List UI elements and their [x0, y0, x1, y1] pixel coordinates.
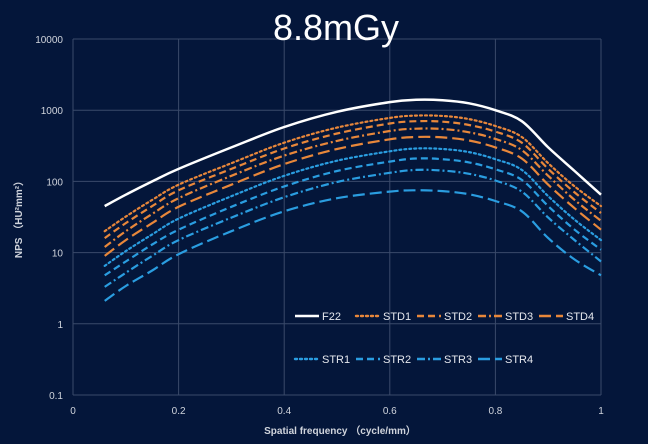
series-line-str1: [103, 147, 603, 267]
x-tick-label: 0.8: [488, 406, 502, 417]
legend: F22 STD1 STD2 STD3 STD4 STR1 STR2 STR3 STR4: [293, 311, 594, 366]
legend-label-str2: STR2: [383, 354, 411, 366]
series-line-f22: [104, 98, 602, 208]
x-tick-label: 1: [598, 406, 604, 417]
y-tick-label: 1: [57, 320, 63, 331]
legend-label-std2: STD2: [444, 311, 472, 323]
x-axis-title: Spatial frequency （cycle/mm）: [264, 424, 416, 437]
legend-label-std4: STD4: [566, 311, 594, 323]
x-tick-label: 0.6: [383, 406, 397, 417]
legend-label-std3: STD3: [505, 311, 533, 323]
series-line-str2: [104, 157, 602, 277]
legend-label-str3: STR3: [444, 354, 472, 366]
y-tick-label: 10000: [35, 35, 63, 46]
y-tick-label: 100: [46, 177, 63, 188]
legend-label-f22: F22: [322, 311, 341, 323]
legend-label-std1: STD1: [383, 311, 411, 323]
x-tick-label: 0: [70, 406, 76, 417]
y-axis-title: NPS （HU²mm²）: [12, 176, 25, 258]
series-line-std3: [104, 127, 602, 248]
series-line-std4: [104, 135, 602, 257]
legend-label-str4: STR4: [505, 354, 533, 366]
y-tick-label: 0.1: [49, 391, 63, 402]
series-lines: [103, 98, 603, 302]
x-tick-label: 0.4: [277, 406, 291, 417]
legend-label-str1: STR1: [322, 354, 350, 366]
chart-title: 8.8mGy: [273, 7, 399, 48]
series-line-str3: [104, 168, 602, 288]
series-line-str4: [104, 189, 602, 302]
y-tick-label: 10: [52, 249, 64, 260]
y-tick-label: 1000: [41, 106, 64, 117]
series-line-std2: [104, 119, 602, 239]
y-tick-labels: 0.1 1 10 100 1000 10000: [35, 35, 63, 402]
x-tick-labels: 0 0.2 0.4 0.6 0.8 1: [70, 406, 604, 417]
x-tick-label: 0.2: [172, 406, 186, 417]
gridlines: [72, 38, 602, 396]
series-line-std1: [103, 114, 603, 233]
